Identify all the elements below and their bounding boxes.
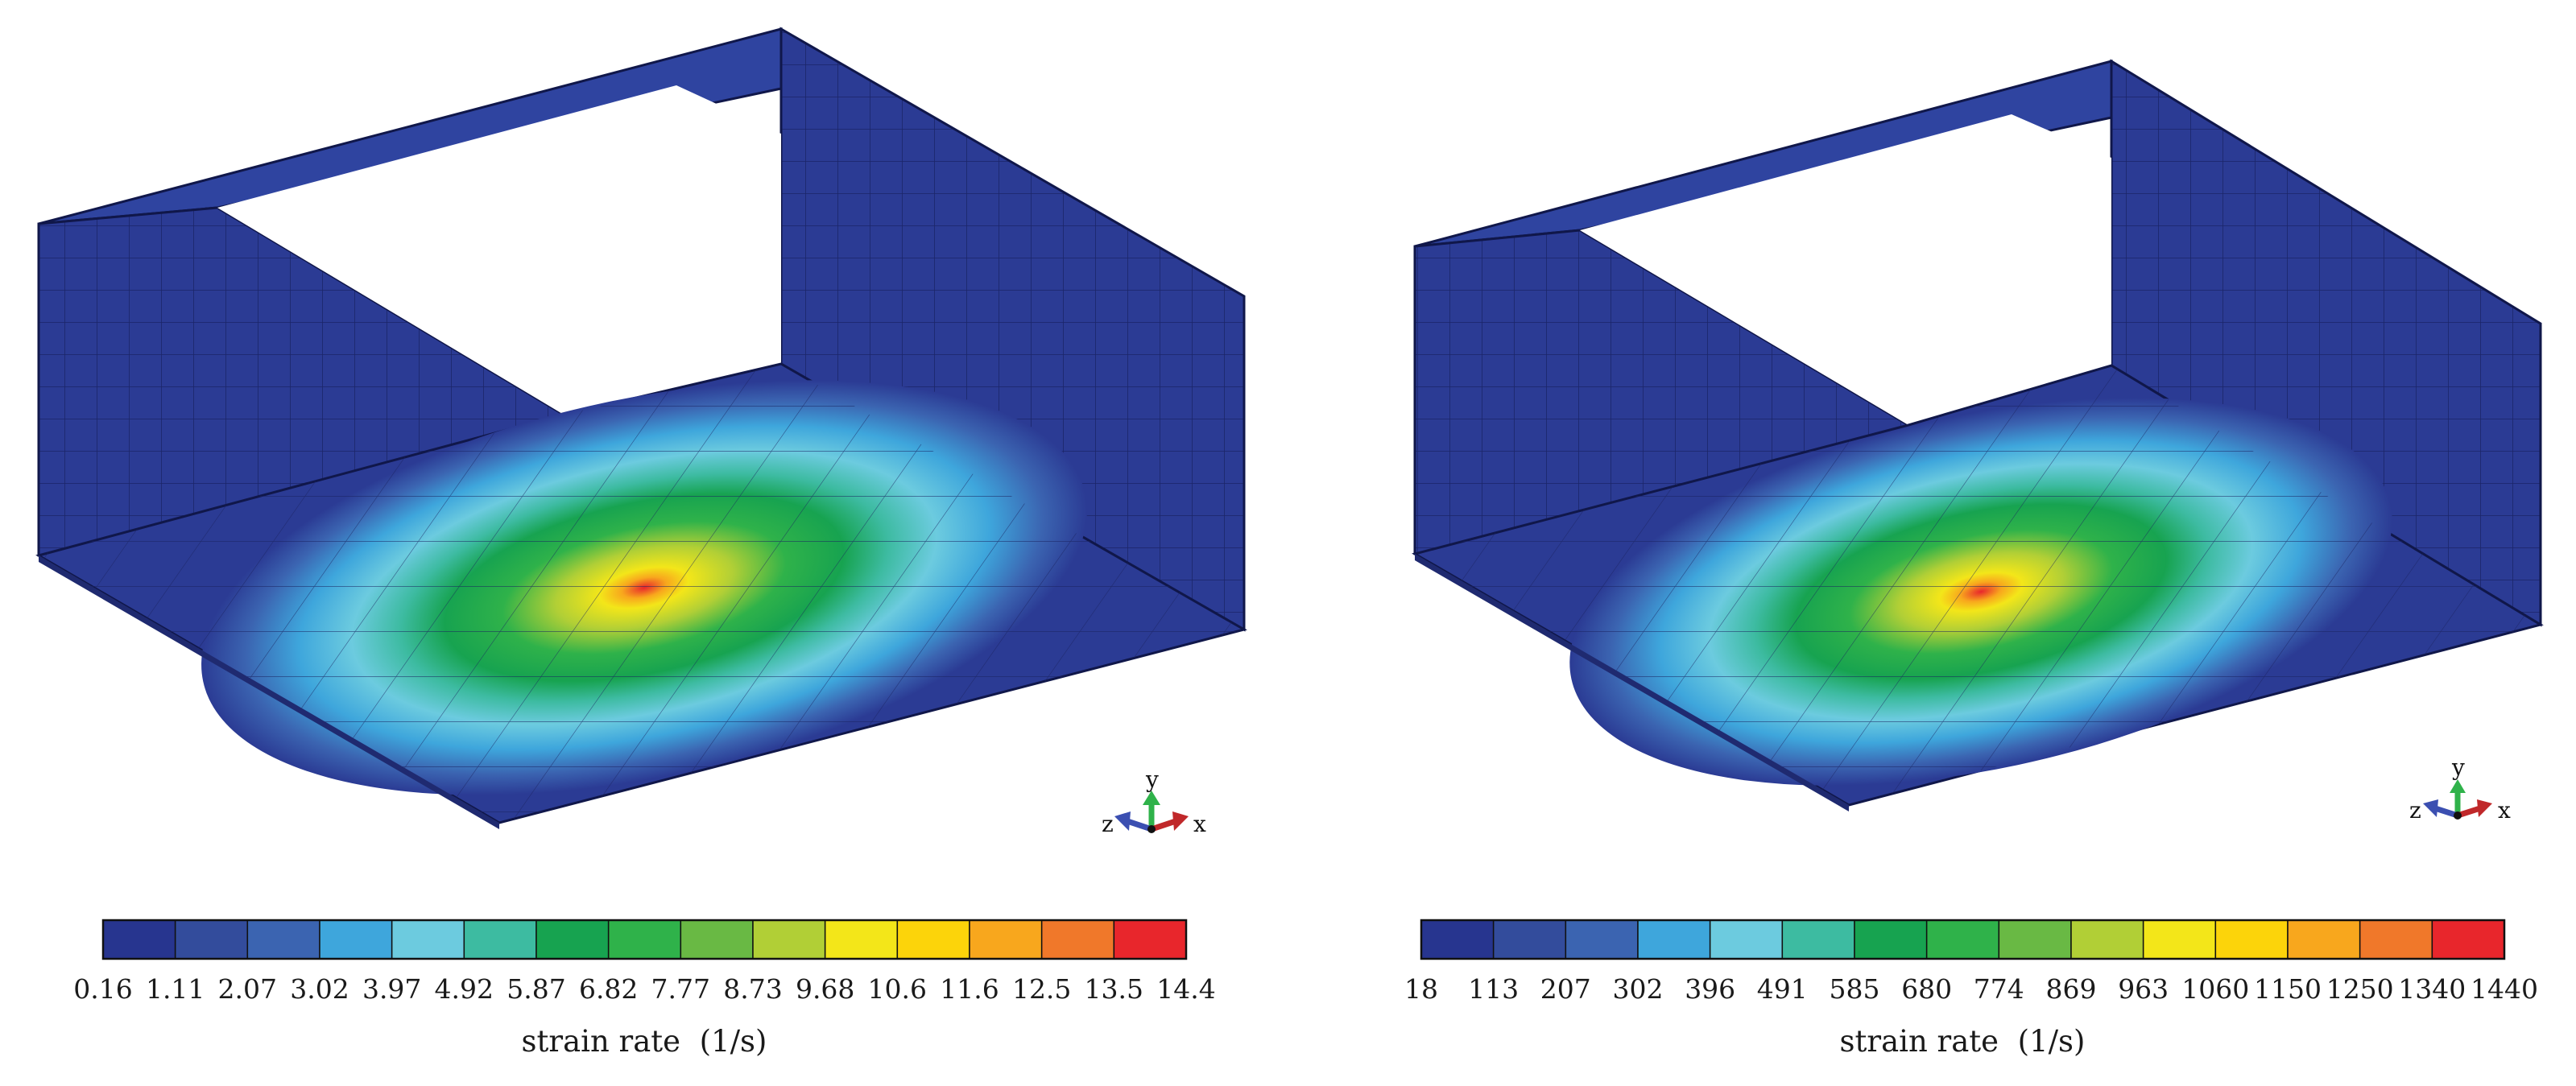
colorbar-swatch	[1492, 919, 1567, 960]
colorbar-tick: 774	[1973, 973, 2024, 1005]
colorbar-swatch	[1040, 919, 1115, 960]
colorbar-tick: 0.16	[73, 973, 133, 1005]
panel-left: y z x 0.16 1.11 2.07 3.02 3.97 4.92 5.87…	[0, 27, 1288, 1059]
colorbar-swatch	[1565, 919, 1639, 960]
triad-y-label: y	[1145, 766, 1159, 793]
colorbar	[101, 919, 1188, 960]
colorbar-swatch	[1925, 919, 2000, 960]
colorbar-swatch	[174, 919, 249, 960]
panel-right: y z x 18 113 207 302 396 491 585 680 774…	[1288, 0, 2576, 1086]
z-arrow-icon	[1114, 811, 1131, 831]
colorbar-swatch	[1709, 919, 1784, 960]
colorbar-tick: 302	[1612, 973, 1664, 1005]
colorbar-frame	[1420, 919, 2506, 960]
colorbar-swatch	[102, 919, 176, 960]
triad-z-label: z	[1102, 811, 1114, 837]
colorbar-tick: 3.97	[362, 973, 422, 1005]
colorbar-swatch	[752, 919, 826, 960]
colorbar-swatch	[2431, 919, 2505, 960]
colorbar-tick: 396	[1685, 973, 1736, 1005]
triad-z-label: z	[2409, 797, 2421, 824]
colorbar-swatch	[463, 919, 537, 960]
colorbar-swatch	[391, 919, 465, 960]
colorbar-tick: 13.5	[1084, 973, 1144, 1005]
colorbar	[1420, 919, 2506, 960]
colorbar-tick: 5.87	[507, 973, 566, 1005]
colorbar-tick: 1250	[2326, 973, 2394, 1005]
opening	[1580, 114, 2111, 425]
colorbar-swatch	[2359, 919, 2433, 960]
colorbar-tick: 869	[2045, 973, 2097, 1005]
colorbar-tick: 585	[1829, 973, 1880, 1005]
colorbar-swatch	[2070, 919, 2144, 960]
colorbar-tick: 1340	[2398, 973, 2466, 1005]
colorbar-title: strain rate (1/s)	[1840, 1024, 2086, 1059]
colorbar-swatch	[2287, 919, 2361, 960]
triad-y-label: y	[2451, 754, 2465, 781]
colorbar-tick: 14.4	[1156, 973, 1216, 1005]
colorbar-swatch	[1113, 919, 1187, 960]
colorbar-tick: 3.02	[290, 973, 349, 1005]
colorbar-swatch	[1637, 919, 1711, 960]
colorbar-tick: 113	[1468, 973, 1520, 1005]
colorbar-unit: (1/s)	[2017, 1024, 2086, 1059]
colorbar-tick: 207	[1540, 973, 1591, 1005]
colorbar-swatch	[824, 919, 899, 960]
z-arrow-icon	[2423, 799, 2438, 817]
colorbar-swatch	[1781, 919, 1855, 960]
colorbar-tick: 6.82	[578, 973, 639, 1005]
colorbar-tick: 4.92	[434, 973, 494, 1005]
colorbar-swatch	[969, 919, 1043, 960]
colorbar-tick: 12.5	[1011, 973, 1072, 1005]
colorbar-tick: 9.68	[795, 973, 855, 1005]
colorbar-tick: 7.77	[651, 973, 711, 1005]
colorbar-tick: 963	[2118, 973, 2169, 1005]
colorbar-swatch	[2214, 919, 2289, 960]
colorbar-swatch	[1420, 919, 1495, 960]
colorbar-ticks: 0.16 1.11 2.07 3.02 3.97 4.92 5.87 6.82 …	[0, 972, 1288, 1007]
colorbar-swatch	[535, 919, 610, 960]
colorbar-tick: 1440	[2471, 973, 2538, 1005]
colorbar-swatch	[1854, 919, 1928, 960]
colorbar-tick: 8.73	[723, 973, 783, 1005]
y-arrow-icon	[1143, 791, 1160, 805]
colorbar-ticks: 18 113 207 302 396 491 585 680 774 869 9…	[1288, 972, 2576, 1007]
triad-x-label: x	[1193, 811, 1206, 837]
colorbar-tick: 491	[1756, 973, 1808, 1005]
axis-triad: y z x	[1102, 766, 1206, 837]
colorbar-swatch	[2142, 919, 2217, 960]
colorbar-swatch	[607, 919, 682, 960]
colorbar-title: strain rate (1/s)	[522, 1024, 767, 1059]
y-arrow-icon	[2450, 779, 2466, 793]
colorbar-tick: 2.07	[217, 973, 278, 1005]
x-arrow-icon	[1172, 811, 1189, 831]
axis-triad: y z x	[2409, 754, 2511, 824]
opening	[217, 85, 781, 415]
mesh-render: y z x	[35, 27, 1247, 960]
colorbar-swatch	[1998, 919, 2072, 960]
colorbar-tick: 1.11	[145, 973, 205, 1005]
colorbar-unit: (1/s)	[699, 1024, 767, 1059]
x-arrow-icon	[2477, 799, 2492, 817]
colorbar-label: strain rate	[521, 1024, 681, 1059]
colorbar-swatch	[246, 919, 320, 960]
colorbar-tick: 18	[1404, 973, 1438, 1005]
colorbar-swatch	[319, 919, 393, 960]
mesh-render: y z x	[1412, 59, 2544, 960]
colorbar-swatch	[896, 919, 970, 960]
colorbar-tick: 1060	[2181, 973, 2250, 1005]
colorbar-label: strain rate	[1839, 1024, 1999, 1059]
colorbar-swatch	[680, 919, 754, 960]
triad-x-label: x	[2498, 797, 2511, 824]
colorbar-tick: 680	[1901, 973, 1953, 1005]
colorbar-tick: 10.6	[867, 973, 928, 1005]
colorbar-tick: 1150	[2254, 973, 2322, 1005]
colorbar-frame	[101, 919, 1188, 960]
colorbar-tick: 11.6	[940, 973, 999, 1005]
